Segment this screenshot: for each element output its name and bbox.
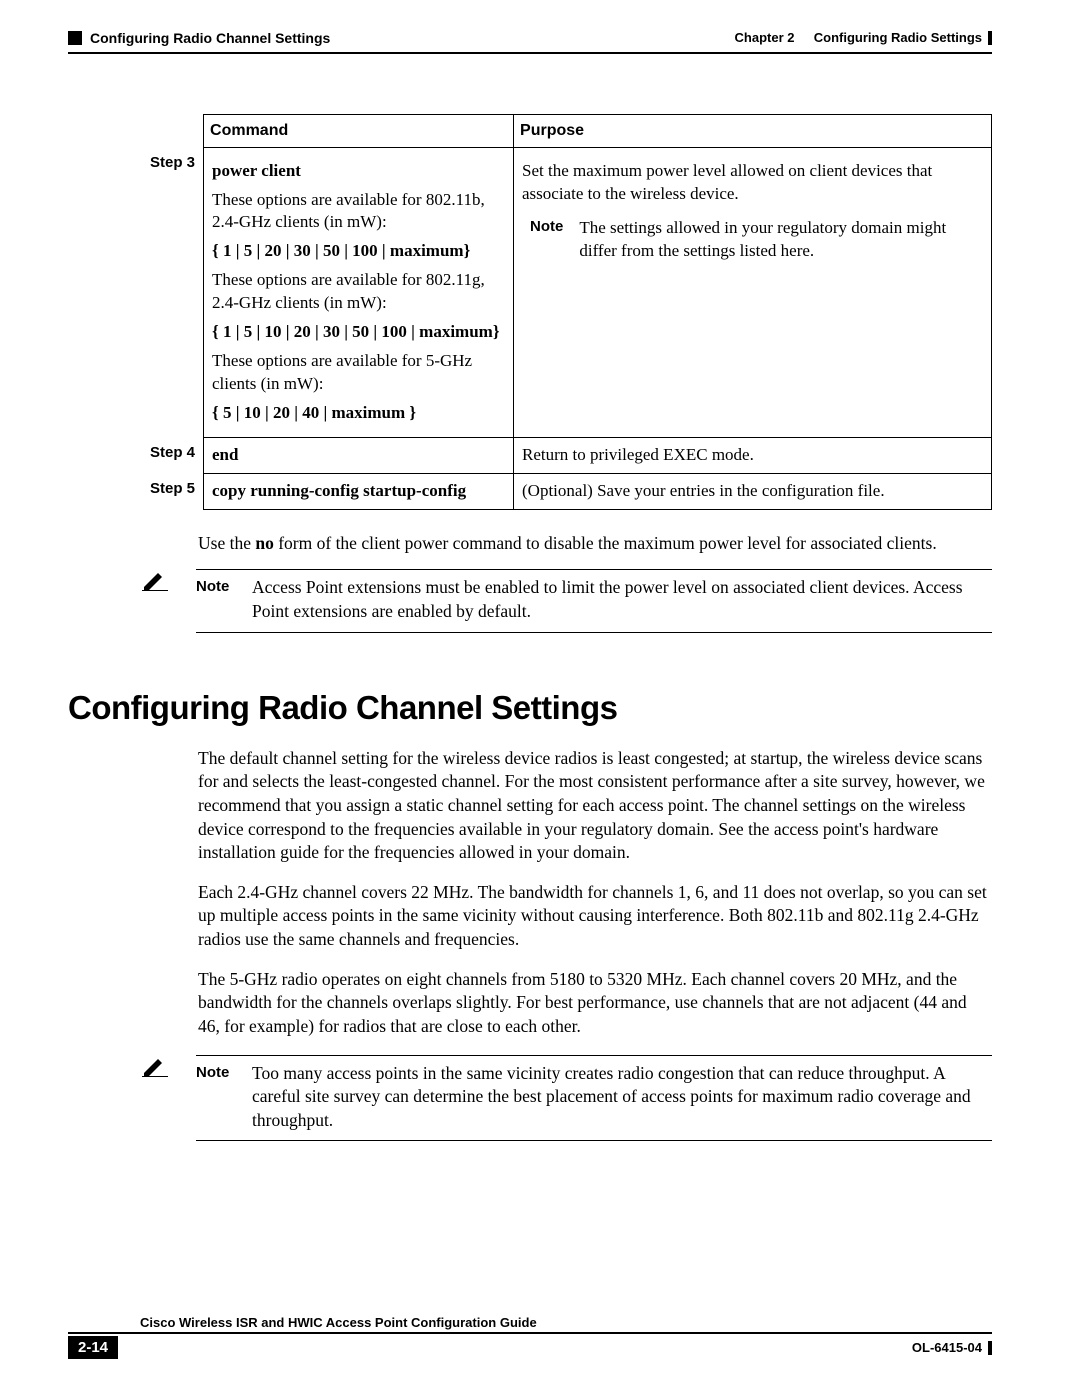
step5-purpose: (Optional) Save your entries in the conf… [514,473,992,509]
step3-cmd-c: These options are available for 5-GHz cl… [212,350,505,396]
after-table-suffix: form of the client power command to disa… [274,533,937,553]
th-purpose: Purpose [514,115,992,148]
pencil-icon [142,571,168,591]
after-table-bold: no [255,533,273,553]
command-table: Command Purpose Step 3 power client Thes… [142,114,992,510]
page-footer: Cisco Wireless ISR and HWIC Access Point… [68,1315,992,1359]
step4-label: Step 4 [142,437,204,473]
note1-text: Access Point extensions must be enabled … [252,576,992,623]
note2-text: Too many access points in the same vicin… [252,1062,992,1133]
step4-cmd: end [204,437,514,473]
header-chapter-label: Chapter 2 [735,30,795,45]
step4-purpose: Return to privileged EXEC mode. [514,437,992,473]
step3-note-label: Note [522,211,571,269]
header-rule [68,52,992,54]
footer-guide: Cisco Wireless ISR and HWIC Access Point… [140,1315,537,1330]
step3-cmd-b: These options are available for 802.11g,… [212,269,505,315]
pencil-icon [142,1057,168,1077]
step3-note-text: The settings allowed in your regulatory … [571,211,983,269]
page-header: Configuring Radio Channel Settings Chapt… [68,30,992,46]
after-table-prefix: Use the [198,533,255,553]
step5-label: Step 5 [142,473,204,509]
step3-cmd-b-opts: { 1 | 5 | 10 | 20 | 30 | 50 | 100 | maxi… [212,321,505,344]
header-square-icon [68,31,82,45]
note2-label: Note [196,1062,240,1133]
step5-cmd: copy running-config startup-config [204,473,514,509]
note-block-1: Note Access Point extensions must be ena… [142,569,992,632]
section-p1: The default channel setting for the wire… [198,747,992,865]
step3-purpose: Set the maximum power level allowed on c… [522,160,983,206]
note1-label: Note [196,576,240,623]
section-p3: The 5-GHz radio operates on eight channe… [198,968,992,1039]
header-section: Configuring Radio Channel Settings [90,30,330,46]
step3-cmd-a-opts: { 1 | 5 | 20 | 30 | 50 | 100 | maximum} [212,240,505,263]
section-p2: Each 2.4-GHz channel covers 22 MHz. The … [198,881,992,952]
step3-label: Step 3 [142,147,204,437]
section-title: Configuring Radio Channel Settings [68,689,992,727]
header-bar-icon [988,31,992,45]
step3-cmd-a: These options are available for 802.11b,… [212,189,505,235]
after-table-text: Use the no form of the client power comm… [198,532,992,556]
step3-cmd-title: power client [212,160,505,183]
doc-id: OL-6415-04 [912,1340,982,1355]
step3-cmd-c-opts: { 5 | 10 | 20 | 40 | maximum } [212,402,505,425]
header-chapter-title: Configuring Radio Settings [814,30,982,45]
footer-bar-icon [988,1341,992,1355]
page-number: 2-14 [68,1336,118,1359]
note-block-2: Note Too many access points in the same … [142,1055,992,1142]
th-command: Command [204,115,514,148]
